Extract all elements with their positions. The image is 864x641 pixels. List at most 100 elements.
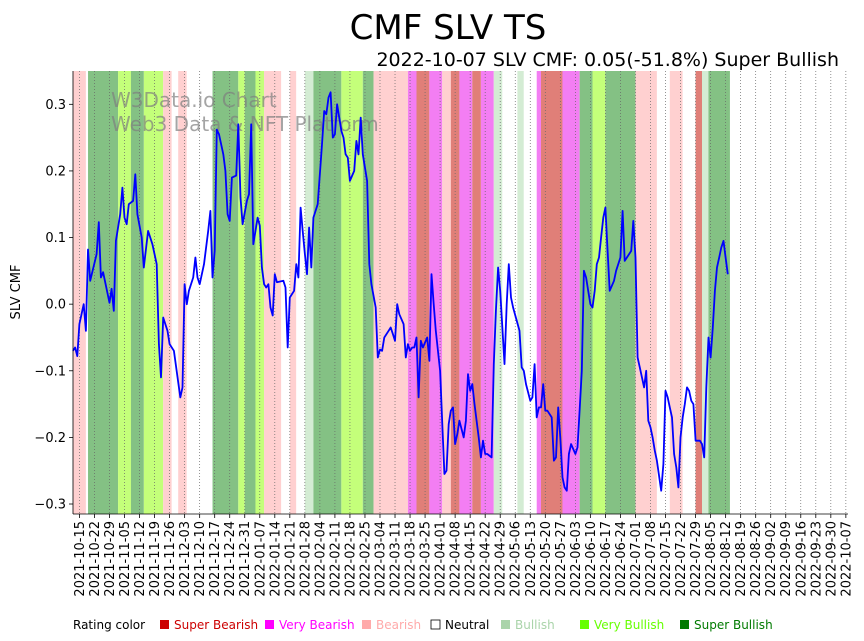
legend-swatch	[265, 620, 274, 629]
rating-band-neutral	[656, 71, 670, 514]
x-tick-label: 2022-06-10	[584, 521, 599, 597]
y-ticks: 0.3 0.2 0.1 0.0 −0.1 −0.2 −0.3	[34, 98, 73, 513]
legend-swatch	[501, 620, 510, 629]
x-tick-label: 2021-12-24	[223, 521, 238, 597]
rating-band-very-bearish	[459, 71, 473, 514]
rating-band-super-bearish	[450, 71, 460, 514]
x-tick-label: 2022-01-14	[268, 521, 283, 597]
x-tick-label: 2022-08-12	[719, 521, 734, 597]
x-tick-label: 2022-07-22	[674, 521, 689, 597]
x-tick-label: 2022-09-09	[779, 521, 794, 597]
rating-band-very-bearish	[407, 71, 417, 514]
rating-band-super-bearish	[472, 71, 481, 514]
rating-band-super-bullish	[362, 71, 374, 514]
x-tick-label: 2022-07-01	[629, 521, 644, 597]
x-tick-label: 2022-06-24	[614, 521, 629, 597]
x-tick-label: 2021-11-26	[163, 521, 178, 597]
rating-band-very-bullish	[341, 71, 363, 514]
rating-band-super-bullish	[708, 71, 730, 514]
x-tick-label: 2022-09-02	[764, 521, 779, 597]
rating-band-super-bearish	[541, 71, 563, 514]
rating-band-bullish	[493, 71, 503, 514]
x-tick-label: 2022-06-17	[599, 521, 614, 597]
x-tick-label: 2022-09-30	[824, 521, 839, 597]
x-tick-label: 2022-08-26	[749, 521, 764, 597]
rating-band-neutral	[682, 71, 696, 514]
rating-band-bullish	[702, 71, 709, 514]
watermark-line-1: W3Data.io Chart	[111, 88, 277, 112]
x-tick-label: 2022-03-18	[404, 521, 419, 597]
rating-band-bearish	[669, 71, 683, 514]
rating-band-bearish	[178, 71, 187, 514]
rating-band-very-bullish	[143, 71, 164, 514]
rating-band-very-bearish	[536, 71, 542, 514]
x-tick-label: 2022-02-25	[358, 521, 373, 597]
x-tick-label: 2022-05-06	[509, 521, 524, 597]
x-tick-label: 2022-07-08	[644, 521, 659, 597]
legend: Rating color Super Bearish Very Bearish Bea…	[73, 618, 773, 632]
legend-swatch	[580, 620, 589, 629]
x-tick-label: 2022-02-11	[328, 521, 343, 597]
x-tick-label: 2021-11-19	[148, 521, 163, 597]
rating-band-super-bullish	[244, 71, 256, 514]
x-ticks: 2021-10-15 2021-10-22 2021-10-29 2021-11-05…	[73, 514, 854, 597]
rating-band-bearish	[373, 71, 408, 514]
x-tick-label: 2022-04-08	[449, 521, 464, 597]
x-tick-label: 2022-01-07	[253, 521, 268, 597]
rating-band-super-bearish	[695, 71, 703, 514]
x-tick-label: 2022-04-29	[494, 521, 509, 597]
y-tick-label: −0.2	[34, 431, 66, 446]
x-tick-label: 2022-04-15	[464, 521, 479, 597]
y-tick-label: 0.3	[45, 98, 66, 113]
axes	[72, 71, 848, 515]
rating-band-very-bullish	[238, 71, 245, 514]
rating-band-neutral	[296, 71, 305, 514]
rating-band-super-bullish	[130, 71, 144, 514]
rating-band-bullish	[304, 71, 314, 514]
x-tick-label: 2022-05-20	[539, 521, 554, 597]
legend-swatch	[160, 620, 169, 629]
legend-swatch	[362, 620, 371, 629]
rating-band-bearish	[264, 71, 282, 514]
rating-band-neutral	[523, 71, 537, 514]
cmf-line	[72, 91, 729, 492]
rating-band-very-bearish	[429, 71, 443, 514]
x-tick-label: 2022-01-28	[298, 521, 313, 597]
x-tick-label: 2022-07-15	[659, 521, 674, 597]
y-tick-label: 0.0	[45, 298, 66, 313]
legend-label: Bearish	[376, 618, 421, 632]
rating-band-bearish	[442, 71, 451, 514]
legend-label: Neutral	[445, 618, 489, 632]
x-tick-label: 2022-09-16	[794, 521, 809, 597]
x-tick-label: 2022-02-04	[313, 521, 328, 597]
x-tick-label: 2022-03-25	[419, 521, 434, 597]
x-tick-label: 2022-08-05	[704, 521, 719, 597]
x-tick-label: 2022-09-23	[809, 521, 824, 597]
rating-band-very-bearish	[562, 71, 580, 514]
rating-band-neutral	[171, 71, 179, 514]
rating-band-super-bearish	[416, 71, 430, 514]
chart-title: CMF SLV TS	[350, 8, 547, 48]
rating-band-very-bullish	[118, 71, 131, 514]
rating-band-very-bullish	[255, 71, 265, 514]
legend-title: Rating color	[73, 618, 145, 632]
y-tick-label: 0.2	[45, 164, 66, 179]
x-tick-label: 2022-08-19	[734, 521, 749, 597]
x-tick-label: 2021-10-15	[73, 521, 88, 597]
legend-label: Bullish	[515, 618, 555, 632]
rating-band-very-bearish	[480, 71, 494, 514]
x-tick-label: 2022-04-01	[434, 521, 449, 597]
legend-label: Super Bullish	[694, 618, 773, 632]
watermark-line-2: Web3 Data & NFT Platform	[111, 112, 379, 136]
rating-band-super-bullish	[313, 71, 342, 514]
x-tick-label: 2021-12-31	[238, 521, 253, 597]
legend-label: Very Bullish	[594, 618, 664, 632]
x-tick-label: 2022-01-21	[283, 521, 298, 597]
x-tick-label: 2021-11-12	[133, 521, 148, 597]
x-tick-label: 2022-06-03	[569, 521, 584, 597]
y-axis-label: SLV CMF	[9, 265, 24, 320]
rating-band-super-bullish	[579, 71, 593, 514]
y-tick-label: −0.1	[34, 364, 66, 379]
x-tick-label: 2022-07-29	[689, 521, 704, 597]
